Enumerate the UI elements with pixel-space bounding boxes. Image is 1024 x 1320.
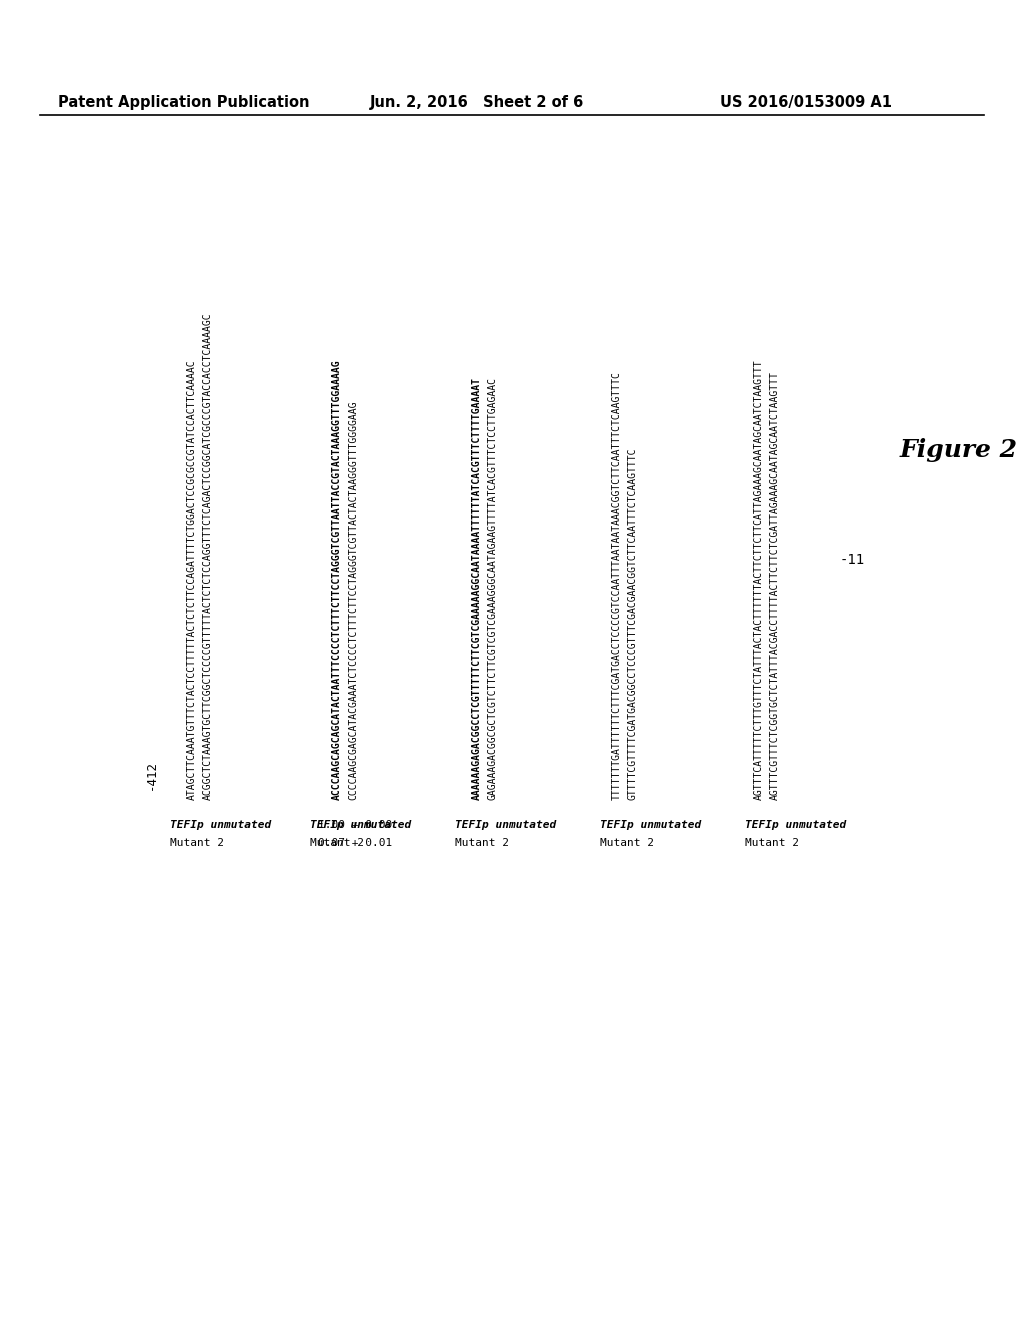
Text: TTTTTTTGATTTTTTCTTTCGATGACCTCCCCGTCCAATTTAATAATAAACGGTCTTCAATTTCTCAAGTTTC: TTTTTTTGATTTTTTCTTTCGATGACCTCCCCGTCCAATT… xyxy=(612,371,622,800)
Text: Figure 2: Figure 2 xyxy=(900,438,1018,462)
Text: Mutant 2: Mutant 2 xyxy=(455,838,509,847)
Text: AGTTTCGTTTCTCGGTGCTCTATTTACGACCTTTTACTTCTTCTCGATTAGAAAGCAATAGCAATCTAAGTTT: AGTTTCGTTTCTCGGTGCTCTATTTACGACCTTTTACTTC… xyxy=(770,371,780,800)
Text: TEFIp unmutated: TEFIp unmutated xyxy=(745,820,846,830)
Text: AAAAAAGAGACGGCCTCGTTTTTCTTCGTCGAAAAAGGCAATAAAATTTTTTATCACGTTTCTTTTGAAAAT: AAAAAAGAGACGGCCTCGTTTTTCTTCGTCGAAAAAGGCA… xyxy=(472,378,482,800)
Text: 1.00 + 0.00: 1.00 + 0.00 xyxy=(318,820,392,830)
Text: TEFIp unmutated: TEFIp unmutated xyxy=(455,820,556,830)
Text: US 2016/0153009 A1: US 2016/0153009 A1 xyxy=(720,95,892,110)
Text: ACGGCTCTAAAGTGCTTCGGCTCCCCGTTTTTACTCTCTCCAGGTTTCTCAGACTCCGGCATCGCCCGTACCACCTCAAA: ACGGCTCTAAAGTGCTTCGGCTCCCCGTTTTTACTCTCTC… xyxy=(203,313,213,800)
Text: Patent Application Publication: Patent Application Publication xyxy=(58,95,309,110)
Text: Mutant 2: Mutant 2 xyxy=(600,838,654,847)
Text: ACCCAAGCAGCAGCATACTAATTTCCCCTCTTTCTTCCTAGGGTCGTTAATTACCGTACTAAAGGTTTGGAAAAG: ACCCAAGCAGCAGCATACTAATTTCCCCTCTTTCTTCCTA… xyxy=(332,359,342,800)
Text: ATAGCTTCAAATGTTTCTACTCCTTTTTACTCTCTTCCAGATTTTCTGGACTCCGCGCCGTATCCACTTCAAAAC: ATAGCTTCAAATGTTTCTACTCCTTTTTACTCTCTTCCAG… xyxy=(187,359,197,800)
Text: GTTTTCGTTTTCGATGACGGCCTCCCGTTTCGACGAACGGTCTTCAATTTCTCAAGTTTC: GTTTTCGTTTTCGATGACGGCCTCCCGTTTCGACGAACGG… xyxy=(628,447,638,800)
Text: -412: -412 xyxy=(145,760,158,789)
Text: TEFIp unmutated: TEFIp unmutated xyxy=(170,820,271,830)
Text: Mutant 2: Mutant 2 xyxy=(310,838,364,847)
Text: TEFIp unmutated: TEFIp unmutated xyxy=(310,820,412,830)
Text: AGTTTCATTTTTCTTTGTTTCTATTTACTACTTTTTTACTTCTTCTTCATTAGAAAGCAATAGCAATCTAAGTTT: AGTTTCATTTTTCTTTGTTTCTATTTACTACTTTTTTACT… xyxy=(754,359,764,800)
Text: Jun. 2, 2016   Sheet 2 of 6: Jun. 2, 2016 Sheet 2 of 6 xyxy=(370,95,585,110)
Text: -11: -11 xyxy=(840,553,865,568)
Text: CCCCAAGCGAGCATACGAAATCTCCCCTCTTTCTTCCTAGGGTCGTTACTACTAAGGGTTTGGGGAAG: CCCCAAGCGAGCATACGAAATCTCCCCTCTTTCTTCCTAG… xyxy=(348,400,358,800)
Text: Mutant 2: Mutant 2 xyxy=(170,838,224,847)
Text: GAGAAAGACGGCGCTCGTCTTCTTCGTCGTCGAAAGGGCAATAGAAGTTTTATCACGTTTCTCCTTGAGAAC: GAGAAAGACGGCGCTCGTCTTCTTCGTCGTCGAAAGGGCA… xyxy=(488,378,498,800)
Text: Mutant 2: Mutant 2 xyxy=(745,838,799,847)
Text: TEFIp unmutated: TEFIp unmutated xyxy=(600,820,701,830)
Text: 0.07 + 0.01: 0.07 + 0.01 xyxy=(318,838,392,847)
